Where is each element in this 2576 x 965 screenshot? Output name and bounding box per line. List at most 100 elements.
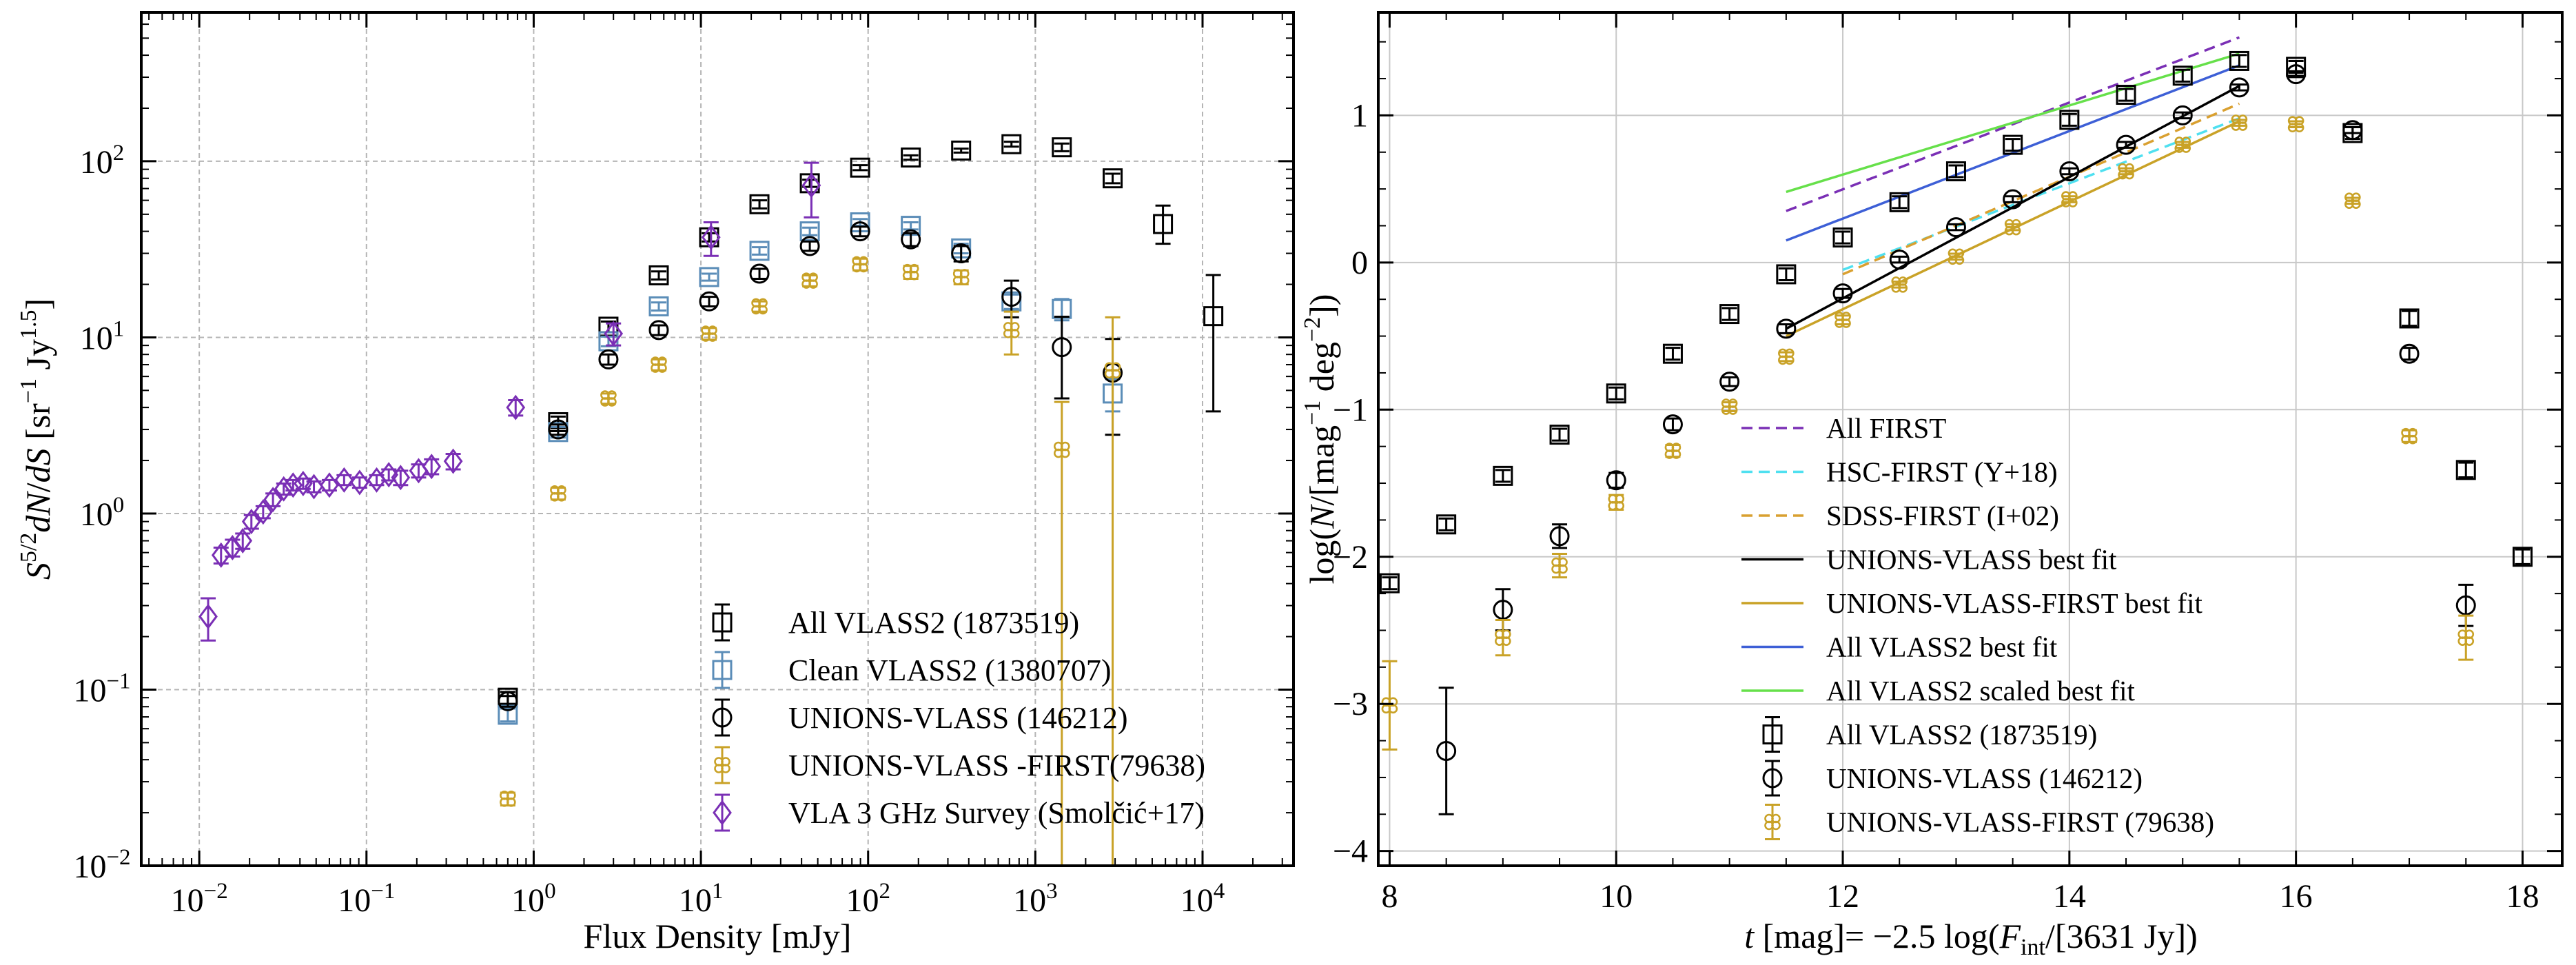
right-errorbar <box>1495 469 1511 483</box>
right-legend-label: All VLASS2 best fit <box>1826 631 2058 663</box>
right-x-tick-label: 14 <box>2053 878 2086 915</box>
left-errorbar <box>393 469 409 487</box>
right-data-point <box>2344 192 2361 210</box>
right-data-point <box>1606 470 1626 491</box>
left-errorbar <box>1003 141 1019 148</box>
right-data-point <box>1495 629 1511 646</box>
right-legend-marker <box>1764 813 1781 831</box>
right-data-point <box>1945 161 1966 182</box>
left-data-point <box>443 448 463 474</box>
right-errorbar <box>2458 461 2474 478</box>
left-data-point <box>850 221 870 242</box>
left-y-tick-label: 102 <box>80 141 125 181</box>
right-errorbar <box>1382 576 1398 591</box>
left-data-point <box>901 148 921 168</box>
right-fit-line <box>1786 52 2240 194</box>
left-series <box>498 212 1123 725</box>
right-data-point <box>1379 573 1400 593</box>
right-data-point <box>1551 557 1568 574</box>
right-data-point <box>1834 312 1851 328</box>
right-errorbar <box>1892 255 1908 264</box>
right-fit-line <box>1842 102 2240 276</box>
right-data-point <box>1549 526 1570 547</box>
right-ticks: 8 10 12 14 16 18 −4 −3 −2 −1 0 1 <box>1333 12 2562 915</box>
left-errorbar <box>1054 315 1070 400</box>
left-legend-label: VLA 3 GHz Survey (Smolčić+17) <box>788 796 1205 830</box>
right-data <box>1379 36 2533 815</box>
right-legend-label: UNIONS-VLASS-FIRST best fit <box>1826 587 2203 619</box>
left-data-point <box>648 265 669 285</box>
right-errorbar <box>2118 141 2134 149</box>
left-errorbar <box>424 458 440 476</box>
left-errorbar <box>225 538 241 558</box>
right-errorbar <box>1382 660 1398 751</box>
left-data-point <box>751 298 768 315</box>
right-series <box>1381 114 2475 751</box>
left-errorbar <box>600 353 616 366</box>
right-data-point <box>2174 136 2191 153</box>
right-grid <box>1378 12 2562 866</box>
left-legend-errorbar <box>715 651 730 689</box>
right-legend-marker <box>1762 724 1783 744</box>
right-errorbar <box>2118 88 2134 102</box>
left-errorbar <box>1155 204 1171 245</box>
left-data-point <box>701 224 721 250</box>
right-legend-errorbar <box>1765 804 1780 840</box>
left-y-tick-label: 10−1 <box>73 669 130 709</box>
left-legend-errorbar <box>715 698 730 737</box>
left-data-point <box>304 474 324 500</box>
left-data-point <box>263 487 283 513</box>
right-data-point <box>2286 64 2307 85</box>
right-errorbar <box>2288 70 2304 79</box>
right-errorbar <box>1665 417 1681 431</box>
left-data-point <box>598 349 619 369</box>
left-data-point <box>902 263 919 281</box>
left-legend-marker <box>713 800 732 826</box>
left-data-point <box>283 472 303 498</box>
right-data-point <box>2399 308 2420 329</box>
left-errorbar <box>702 232 717 243</box>
right-x-tick-label: 16 <box>2280 878 2313 915</box>
left-data-point <box>801 172 821 199</box>
right-data-point <box>1891 276 1908 293</box>
right-data-point <box>2118 163 2134 180</box>
right-data-point <box>2059 110 2080 130</box>
left-data-point <box>648 296 669 316</box>
right-errorbar <box>1778 323 1794 334</box>
right-data-point <box>1664 443 1681 459</box>
right-data-point <box>1493 465 1513 486</box>
left-series <box>198 161 821 642</box>
right-errorbar <box>1552 523 1568 549</box>
left-data-point <box>951 243 972 264</box>
left-legend-label: UNIONS-VLASS -FIRST(79638) <box>788 749 1205 782</box>
right-errorbar <box>1552 427 1568 442</box>
right-errorbar <box>1438 687 1454 815</box>
right-legend-label: UNIONS-VLASS (146212) <box>1826 762 2143 794</box>
right-x-axis-label: t [mag]= −2.5 log(Fint/[3631 Jy]) <box>1744 917 2198 960</box>
right-data-point <box>1778 348 1795 365</box>
left-y-tick-label: 100 <box>80 493 125 533</box>
left-data-point <box>699 291 719 312</box>
right-data-point <box>1832 227 1853 248</box>
left-legend-errorbar <box>715 603 730 642</box>
right-data-point <box>2455 595 2476 616</box>
right-y-tick-label: −1 <box>1333 392 1368 428</box>
right-errorbar <box>2005 138 2021 152</box>
left-data-point <box>749 194 770 214</box>
right-errorbar <box>1438 517 1454 531</box>
left-x-tick-label: 100 <box>511 879 556 919</box>
right-legend-label: SDSS-FIRST (I+02) <box>1826 500 2059 531</box>
left-errorbar <box>235 532 251 550</box>
left-data-point <box>1203 306 1224 327</box>
right-data-point <box>1493 600 1513 620</box>
left-x-tick-label: 10−2 <box>171 879 228 919</box>
right-data-point <box>1549 425 1570 445</box>
left-legend-marker <box>712 707 733 728</box>
right-data-point <box>2342 120 2363 141</box>
left-errorbar <box>500 695 515 708</box>
right-errorbar <box>2061 112 2077 127</box>
left-errorbar <box>802 240 818 252</box>
left-x-tick-label: 102 <box>846 879 890 919</box>
left-errorbar <box>550 423 566 436</box>
